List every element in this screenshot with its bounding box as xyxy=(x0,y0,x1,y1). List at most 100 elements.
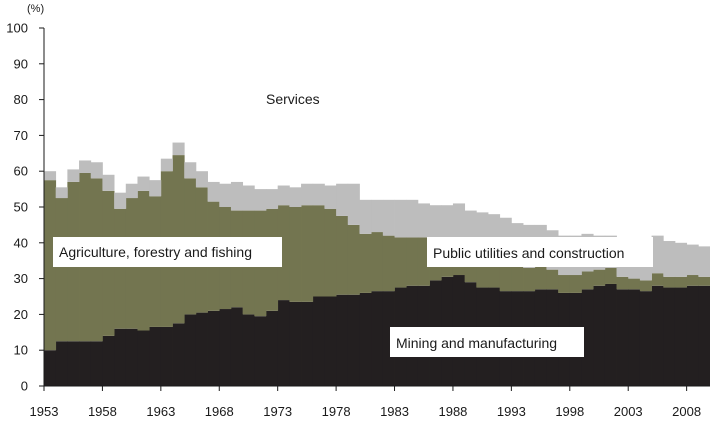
area-segment xyxy=(289,207,302,302)
area-segment xyxy=(581,271,594,290)
area-segment xyxy=(417,237,430,286)
area-segment xyxy=(382,291,395,386)
area-segment xyxy=(394,199,407,238)
area-segment xyxy=(312,296,325,386)
area-segment xyxy=(452,203,466,243)
area-segment xyxy=(499,264,512,292)
area-segment xyxy=(160,158,173,172)
y-tick-label: 30 xyxy=(14,271,28,286)
area-segment xyxy=(90,341,103,386)
area-segment xyxy=(149,180,162,197)
area-segment xyxy=(324,208,337,297)
area-segment xyxy=(67,341,80,386)
y-tick-label: 0 xyxy=(21,379,28,394)
area-segment xyxy=(663,241,676,277)
area-segment xyxy=(79,341,92,386)
area-segment xyxy=(114,328,127,386)
area-segment xyxy=(686,244,699,276)
area-segment xyxy=(184,162,197,179)
area-segment xyxy=(195,312,208,386)
area-segment xyxy=(628,278,641,290)
area-segment xyxy=(359,199,372,234)
x-tick-label: 2008 xyxy=(672,404,701,419)
area-segment xyxy=(417,203,430,238)
area-segment xyxy=(102,174,115,191)
area-segment xyxy=(277,300,290,386)
area-segment xyxy=(195,171,208,188)
area-segment xyxy=(137,330,150,386)
y-tick-label: 70 xyxy=(14,128,28,143)
area-segment xyxy=(593,269,606,286)
area-segment xyxy=(230,307,244,386)
area-segment xyxy=(125,328,138,386)
area-segment xyxy=(651,285,664,386)
area-segment xyxy=(558,275,571,293)
area-segment xyxy=(359,233,372,293)
x-ticks: 1953 1958 1963 1968 1973 1978 1983 1988 1993 1998… xyxy=(30,386,701,419)
area-segment xyxy=(488,262,501,288)
area-segment xyxy=(663,287,676,386)
agriculture-label: Agriculture, forestry and fishing xyxy=(59,244,252,260)
y-tick-label: 50 xyxy=(14,200,28,215)
area-segment xyxy=(301,301,314,386)
x-tick-label: 1988 xyxy=(438,404,467,419)
area-segment xyxy=(277,205,290,301)
area-segment xyxy=(266,189,279,209)
x-tick-label: 1953 xyxy=(30,404,59,419)
y-tick-label: 10 xyxy=(14,343,28,358)
area-segment xyxy=(230,181,244,211)
area-segment xyxy=(44,350,57,386)
area-segment xyxy=(55,198,68,342)
area-segment xyxy=(289,187,302,207)
x-tick-label: 2003 xyxy=(614,404,643,419)
area-segment xyxy=(628,289,641,386)
area-segment xyxy=(44,180,57,351)
area-segment xyxy=(639,280,652,292)
area-segment xyxy=(651,273,664,286)
y-unit-label: (%) xyxy=(27,3,44,15)
area-segment xyxy=(546,269,559,290)
area-segment xyxy=(289,301,302,386)
area-segment xyxy=(569,275,582,293)
area-segment xyxy=(149,326,162,386)
area-segment xyxy=(347,183,360,225)
area-segment xyxy=(79,160,92,173)
x-tick-label: 1968 xyxy=(205,404,234,419)
y-tick-label: 40 xyxy=(14,235,28,250)
area-segment xyxy=(160,326,173,386)
area-segment xyxy=(534,266,547,290)
x-tick-label: 1993 xyxy=(497,404,526,419)
mining-label-box xyxy=(390,327,584,357)
area-segment xyxy=(371,291,384,386)
area-segment xyxy=(382,235,395,292)
area-segment xyxy=(441,205,454,240)
area-segment xyxy=(674,242,688,277)
area-segment xyxy=(511,266,524,292)
y-ticks: 0 10 20 30 40 50 60 70 80 90 100 xyxy=(6,21,44,394)
services-label: Services xyxy=(266,91,320,107)
area-segment xyxy=(207,181,220,202)
area-segment xyxy=(686,285,699,386)
area-segment xyxy=(406,199,419,238)
area-segment xyxy=(604,283,617,386)
area-segment xyxy=(172,323,185,386)
area-segment xyxy=(324,296,337,386)
area-segment xyxy=(581,289,594,386)
area-segment xyxy=(219,309,232,386)
x-tick-label: 1983 xyxy=(380,404,409,419)
area-segment xyxy=(616,289,629,386)
y-tick-label: 90 xyxy=(14,56,28,71)
utilities-label-box xyxy=(427,237,653,267)
area-segment xyxy=(254,316,267,386)
area-segment xyxy=(371,232,384,292)
area-segment xyxy=(593,285,606,386)
area-segment xyxy=(476,260,489,288)
area-segment xyxy=(242,185,255,211)
utilities-label: Public utilities and construction xyxy=(433,245,624,261)
mining-label: Mining and manufacturing xyxy=(396,335,557,351)
area-segment xyxy=(254,189,267,211)
y-tick-label: 80 xyxy=(14,92,28,107)
x-tick-label: 1973 xyxy=(263,404,292,419)
area-segment xyxy=(301,205,314,302)
area-segment xyxy=(277,185,290,206)
